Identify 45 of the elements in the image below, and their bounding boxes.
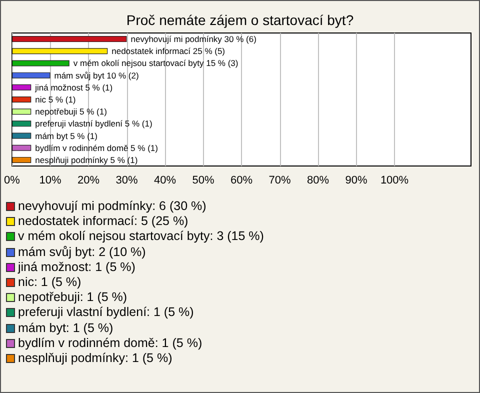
x-tick-label: 40% xyxy=(154,174,176,186)
chart-title: Proč nemáte zájem o startovací byt? xyxy=(126,12,354,28)
x-tick-label: 70% xyxy=(268,174,291,186)
x-tick-label: 90% xyxy=(345,174,368,186)
bar xyxy=(12,108,32,115)
bar xyxy=(12,48,108,54)
bar xyxy=(12,72,50,78)
x-tick-label: 0% xyxy=(4,174,20,186)
text: jiná možnost: 1 (5 %) xyxy=(16,260,136,275)
data-label: mám svůj byt 10 % (2) xyxy=(54,70,139,80)
data-label: nic 5 % (1) xyxy=(35,94,76,104)
x-tick-label: 60% xyxy=(230,174,253,186)
bar xyxy=(12,84,32,90)
bar xyxy=(12,36,127,42)
data-label: nepotřebuji 5 % (1) xyxy=(35,106,108,117)
bar xyxy=(12,120,32,127)
text: nesplňuji podmínky: 1 (5 %) xyxy=(17,350,174,366)
text: nepotřebuji: 1 (5 %) xyxy=(17,290,128,306)
data-label: v mém okolí nejsou startovací byty 15 % (3) xyxy=(73,58,238,68)
x-tick-label: 50% xyxy=(192,174,214,186)
text: v mém okolí nejsou startovací byty: 3 (15 %) xyxy=(17,229,264,245)
data-label: preferuji vlastní bydlení 5 % (1) xyxy=(35,118,152,129)
data-label: bydlím v rodinném domě 5 % (1) xyxy=(35,142,158,153)
x-tick-label: 30% xyxy=(116,174,138,186)
data-label: nedostatek informací 25 % (5) xyxy=(112,46,226,56)
text: preferuji vlastní bydlení: 1 (5 %) xyxy=(17,305,195,320)
bar xyxy=(12,144,32,151)
data-label: nesplňuji podmínky 5 % (1) xyxy=(35,154,138,165)
text: nevyhovují mi podmínky: 6 (30 %) xyxy=(17,199,208,214)
text: mám byt: 1 (5 %) xyxy=(17,320,114,336)
x-tick-label: 20% xyxy=(77,174,100,186)
bar xyxy=(12,132,32,139)
text: nic: 1 (5 %) xyxy=(17,274,82,290)
text: nedostatek informací: 5 (25 %) xyxy=(17,214,190,230)
bar xyxy=(12,60,70,66)
x-tick-label: 100% xyxy=(380,174,409,186)
x-tick-label: 10% xyxy=(39,174,62,186)
bar xyxy=(12,156,32,163)
data-label: mám byt 5 % (1) xyxy=(35,130,98,141)
data-label: nevyhovují mi podmínky 30 % (6) xyxy=(130,34,257,44)
bar xyxy=(12,96,32,102)
data-label: jiná možnost 5 % (1) xyxy=(34,82,113,92)
text: mám svůj byt: 2 (10 %) xyxy=(17,244,147,260)
text: bydlím v rodinném domě: 1 (5 %) xyxy=(17,336,204,351)
x-tick-label: 80% xyxy=(306,174,330,186)
